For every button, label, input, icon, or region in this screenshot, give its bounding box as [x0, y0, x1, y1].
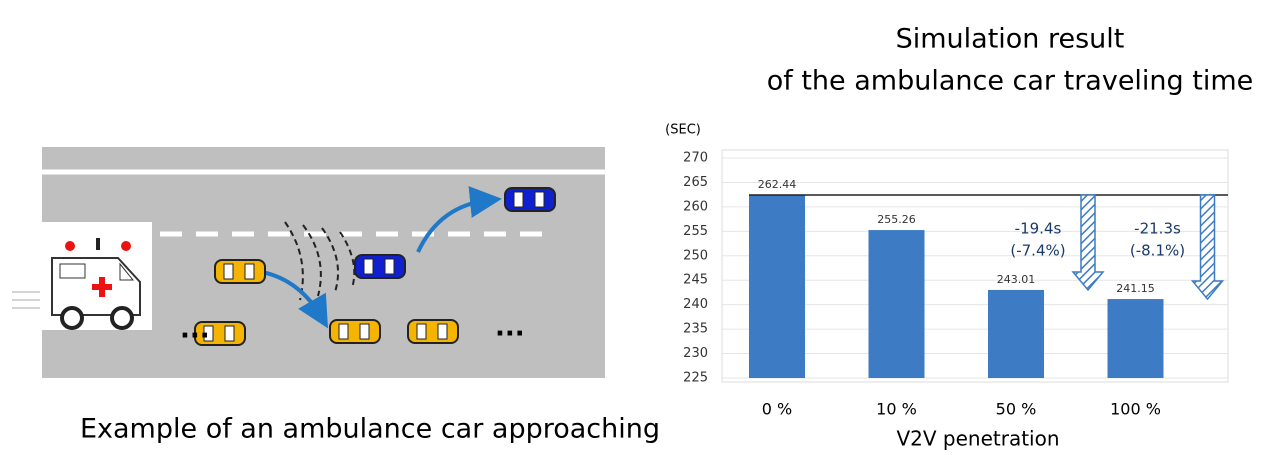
x-tick-label: 50 % — [996, 400, 1037, 419]
y-tick-label: 250 — [683, 248, 708, 263]
x-tick-label: 100 % — [1110, 400, 1161, 419]
car-window — [244, 263, 255, 280]
car-window — [338, 323, 349, 340]
value-label: 241.15 — [1116, 282, 1155, 295]
annotation: -21.3s — [1134, 220, 1181, 238]
annotation: (-7.4%) — [1010, 242, 1065, 260]
arrow — [261, 270, 329, 329]
bar — [749, 194, 805, 378]
car — [407, 319, 459, 344]
annotation: -19.4s — [1015, 220, 1062, 238]
chart-subtitle: of the ambulance car traveling time — [767, 66, 1254, 97]
arrow — [416, 186, 502, 253]
car — [194, 321, 246, 346]
car — [214, 259, 266, 284]
car-body — [214, 259, 266, 284]
value-label: 262.44 — [758, 178, 797, 191]
reduction-arrow — [1190, 194, 1225, 301]
road-diagram: ... ... — [12, 147, 605, 378]
annotation: (-8.1%) — [1130, 242, 1185, 260]
car-window — [534, 191, 545, 208]
y-tick-label: 225 — [683, 371, 708, 386]
y-tick-label: 265 — [683, 175, 708, 190]
bar — [868, 230, 925, 378]
ellipsis: ... — [180, 315, 210, 345]
y-tick-label: 255 — [683, 224, 708, 239]
car-window — [203, 325, 214, 342]
x-tick-label: 0 % — [762, 400, 792, 419]
car-body — [329, 319, 381, 344]
ambulance — [12, 222, 152, 330]
car-window — [223, 263, 234, 280]
reduction-arrow — [1071, 194, 1105, 292]
car-window — [416, 323, 427, 340]
bar — [1107, 299, 1164, 378]
car-window — [224, 325, 235, 342]
car — [354, 254, 406, 279]
car-body — [504, 187, 556, 212]
y-tick-label: 260 — [683, 199, 708, 214]
car-window — [363, 258, 374, 275]
chart-title: Simulation result — [896, 24, 1125, 55]
x-axis-label: V2V penetration — [896, 427, 1059, 451]
car-body — [354, 254, 406, 279]
car-body — [407, 319, 459, 344]
car-window — [359, 323, 370, 340]
y-tick-label: 240 — [683, 297, 708, 312]
car-window — [437, 323, 448, 340]
ellipsis: ... — [495, 313, 525, 343]
y-tick-label: 230 — [683, 346, 708, 361]
car-window — [513, 191, 524, 208]
x-tick-label: 10 % — [876, 400, 917, 419]
y-tick-label: 245 — [683, 273, 708, 288]
value-label: 255.26 — [877, 213, 916, 226]
y-tick-label: 235 — [683, 322, 708, 337]
car-window — [384, 258, 395, 275]
y-tick-label: 270 — [683, 151, 708, 166]
car — [504, 187, 556, 212]
y-unit: (SEC) — [665, 123, 701, 138]
car — [329, 319, 381, 344]
bar — [988, 289, 1044, 378]
value-label: 243.01 — [997, 273, 1036, 286]
caption: Example of an ambulance car approaching — [80, 414, 660, 445]
